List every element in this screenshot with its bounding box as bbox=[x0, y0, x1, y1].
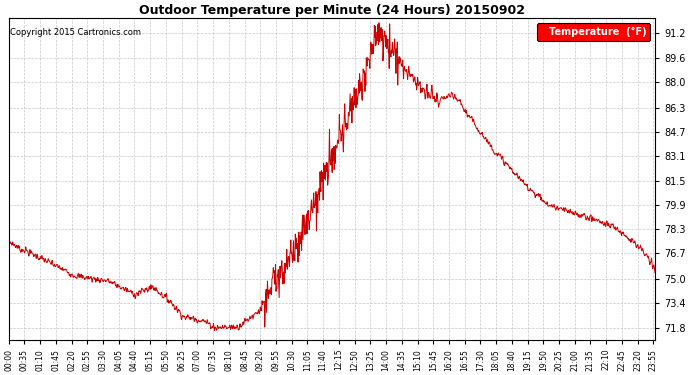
Legend: Temperature  (°F): Temperature (°F) bbox=[537, 23, 650, 41]
Title: Outdoor Temperature per Minute (24 Hours) 20150902: Outdoor Temperature per Minute (24 Hours… bbox=[139, 4, 525, 17]
Text: Copyright 2015 Cartronics.com: Copyright 2015 Cartronics.com bbox=[10, 28, 141, 37]
